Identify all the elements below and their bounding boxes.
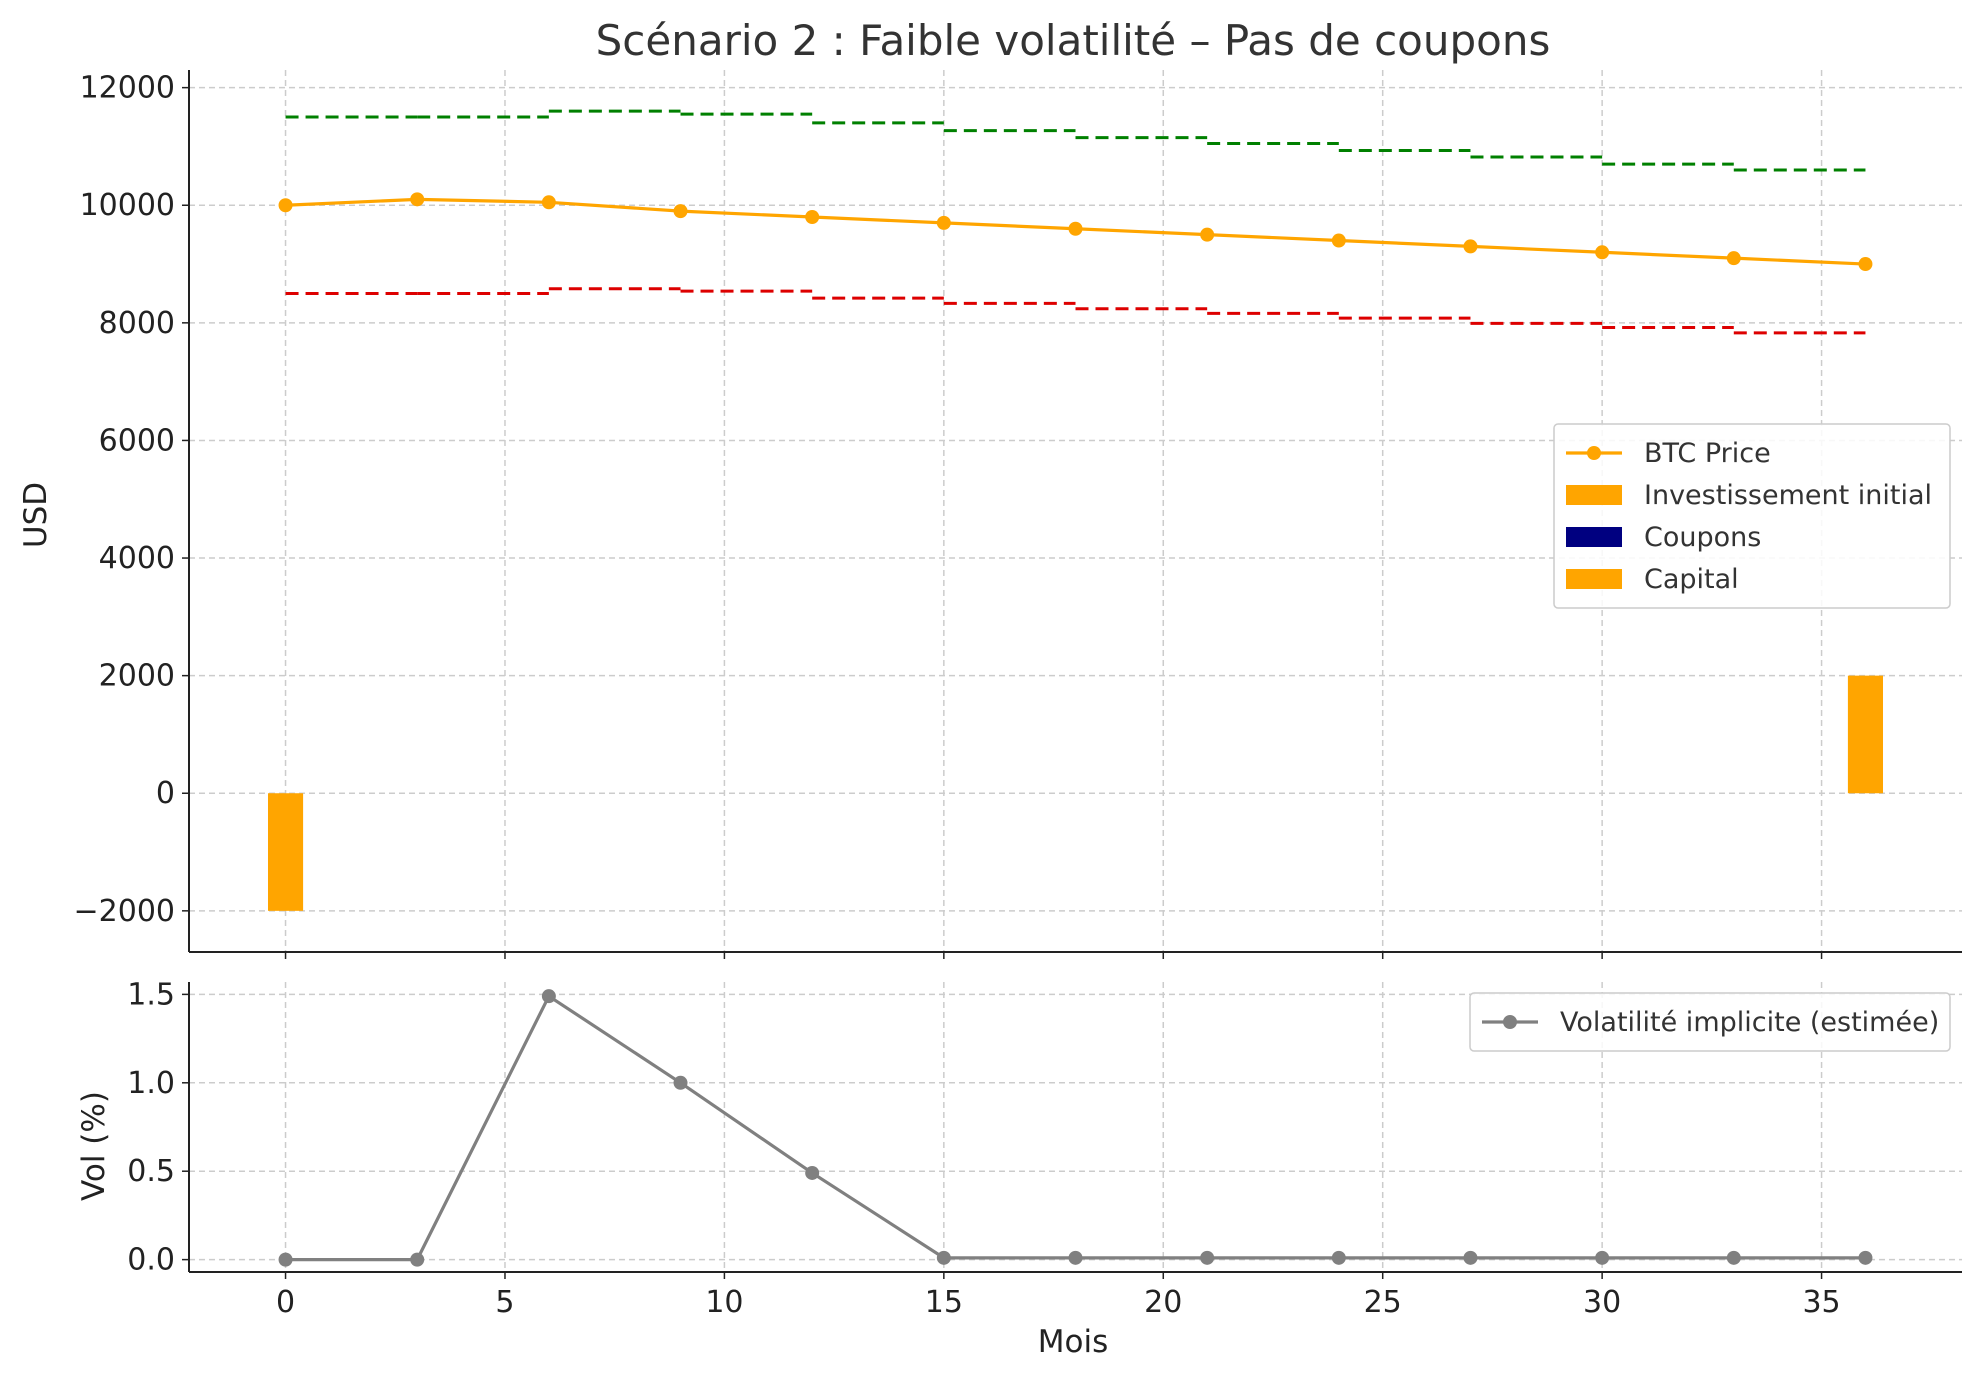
bottom-series-point-0-5	[936, 1250, 951, 1265]
bottom-x-tick-label-6: 30	[1583, 1285, 1621, 1320]
top-legend-label-0: BTC Price	[1644, 438, 1771, 469]
bottom-y-axis-label: Vol (%)	[76, 1091, 112, 1201]
top-series-point-0-9	[1463, 239, 1478, 254]
top-panel: −2000 0 2000 4000 6000 8000 10000 12000 BTC Pric…	[74, 70, 1962, 959]
top-legend-marker-0	[1587, 446, 1601, 460]
top-legend-label-1: Investissement initial	[1644, 480, 1932, 511]
bottom-x-tick-label-2: 10	[705, 1285, 743, 1320]
bottom-y-tick-label-3: 1.5	[127, 977, 175, 1012]
bottom-legend-box	[1469, 992, 1951, 1052]
bottom-x-tick-label-1: 5	[495, 1285, 514, 1320]
top-series-point-0-10	[1595, 245, 1610, 260]
top-y-tick-label-2: 2000	[99, 659, 175, 694]
top-bar-3-0	[267, 793, 304, 911]
bottom-x-tick-label-0: 0	[276, 1285, 295, 1320]
bottom-panel: 0.0 0.5 1.0 1.5 0 5 10 15 20 25 30 35 Volatilité imp…	[127, 977, 1962, 1320]
top-series-point-0-6	[1068, 221, 1083, 236]
bottom-series-point-0-11	[1726, 1250, 1741, 1265]
bottom-x-tick-label-4: 20	[1144, 1285, 1182, 1320]
top-y-tick-label-0: −2000	[74, 894, 175, 929]
bottom-x-tick-label-3: 15	[925, 1285, 963, 1320]
bottom-series-point-0-12	[1858, 1250, 1873, 1265]
x-axis-label: Mois	[1038, 1324, 1108, 1360]
chart-title: Scénario 2 : Faible volatilité – Pas de …	[596, 16, 1551, 65]
bottom-series-point-0-6	[1068, 1250, 1083, 1265]
bottom-series-point-0-8	[1331, 1250, 1346, 1265]
bottom-series-point-0-9	[1463, 1250, 1478, 1265]
top-legend-swatch-1	[1566, 485, 1622, 505]
bottom-legend-marker-0	[1503, 1015, 1517, 1029]
bottom-series-point-0-7	[1200, 1250, 1215, 1265]
top-y-tick-label-4: 6000	[99, 423, 175, 458]
top-series-point-0-0	[278, 198, 293, 213]
top-y-tick-label-5: 8000	[99, 306, 175, 341]
top-y-axis-label: USD	[18, 482, 54, 548]
bottom-legend-label-0: Volatilité implicite (estimée)	[1560, 1007, 1939, 1038]
bottom-series-point-0-1	[410, 1252, 425, 1267]
bottom-series-point-0-2	[541, 989, 556, 1004]
top-series-point-0-12	[1858, 257, 1873, 272]
top-series-point-0-2	[541, 195, 556, 210]
top-bar-5-0	[1847, 675, 1884, 794]
bottom-x-tick-label-7: 35	[1802, 1285, 1840, 1320]
bottom-series-point-0-3	[673, 1075, 688, 1090]
bottom-series-point-0-0	[278, 1252, 293, 1267]
bottom-y-tick-label-0: 0.0	[127, 1243, 175, 1278]
top-y-tick-label-3: 4000	[99, 541, 175, 576]
top-legend-swatch-3	[1566, 569, 1622, 589]
top-series-point-0-5	[936, 215, 951, 230]
top-series-point-0-11	[1726, 251, 1741, 266]
bottom-series-point-0-4	[805, 1165, 820, 1180]
top-legend-label-2: Coupons	[1644, 522, 1761, 553]
top-series-point-0-7	[1200, 227, 1215, 242]
top-y-tick-label-6: 10000	[80, 188, 175, 223]
top-series-point-0-3	[673, 204, 688, 219]
bottom-x-tick-label-5: 25	[1364, 1285, 1402, 1320]
bottom-y-tick-label-2: 1.0	[127, 1066, 175, 1101]
top-series-point-0-8	[1331, 233, 1346, 248]
bottom-series-point-0-10	[1595, 1250, 1610, 1265]
top-series-point-0-4	[805, 210, 820, 224]
top-legend-swatch-2	[1566, 527, 1622, 547]
top-y-tick-label-1: 0	[156, 776, 175, 811]
bottom-y-tick-label-1: 0.5	[127, 1154, 175, 1189]
top-series-point-0-1	[410, 192, 425, 207]
top-legend-label-3: Capital	[1644, 564, 1739, 595]
top-legend-box	[1553, 423, 1951, 609]
top-y-tick-label-7: 12000	[80, 71, 175, 106]
